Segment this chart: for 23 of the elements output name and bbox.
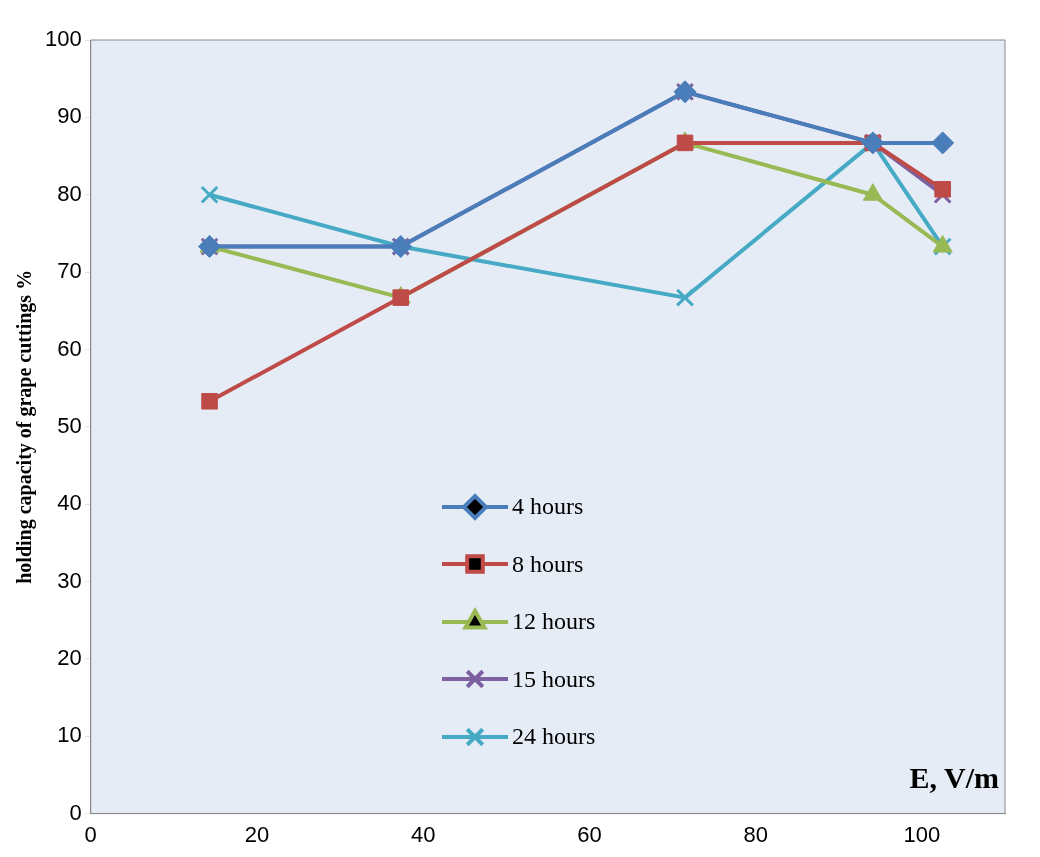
x-tick-label: 60 [577,821,602,847]
y-tick-label: 90 [57,103,82,129]
y-tick-label: 60 [57,335,82,361]
x-tick-label: 100 [903,821,941,847]
y-tick-label: 0 [69,799,82,825]
legend-label: 4 hours [512,493,584,521]
y-tick-label: 40 [57,490,82,516]
legend-label: 12 hours [512,608,596,636]
y-axis-title: holding capacity of grape cuttings % [13,269,37,584]
x-tick-label: 40 [410,821,436,847]
y-tick-label: 30 [57,567,82,593]
y-tick-label: 50 [57,412,82,438]
y-tick-label: 10 [57,722,82,748]
x-tick-label: 80 [743,821,768,847]
x-tick-label: 20 [244,821,270,847]
legend-label: 15 hours [512,665,596,693]
y-tick-label: 80 [57,180,82,206]
x-axis-title: E, V/m [909,761,999,795]
y-tick-label: 100 [44,26,82,52]
legend-label: 8 hours [512,550,584,578]
y-tick-label: 70 [57,258,82,284]
legend-label: 24 hours [512,723,596,751]
y-tick-label: 20 [57,644,82,670]
